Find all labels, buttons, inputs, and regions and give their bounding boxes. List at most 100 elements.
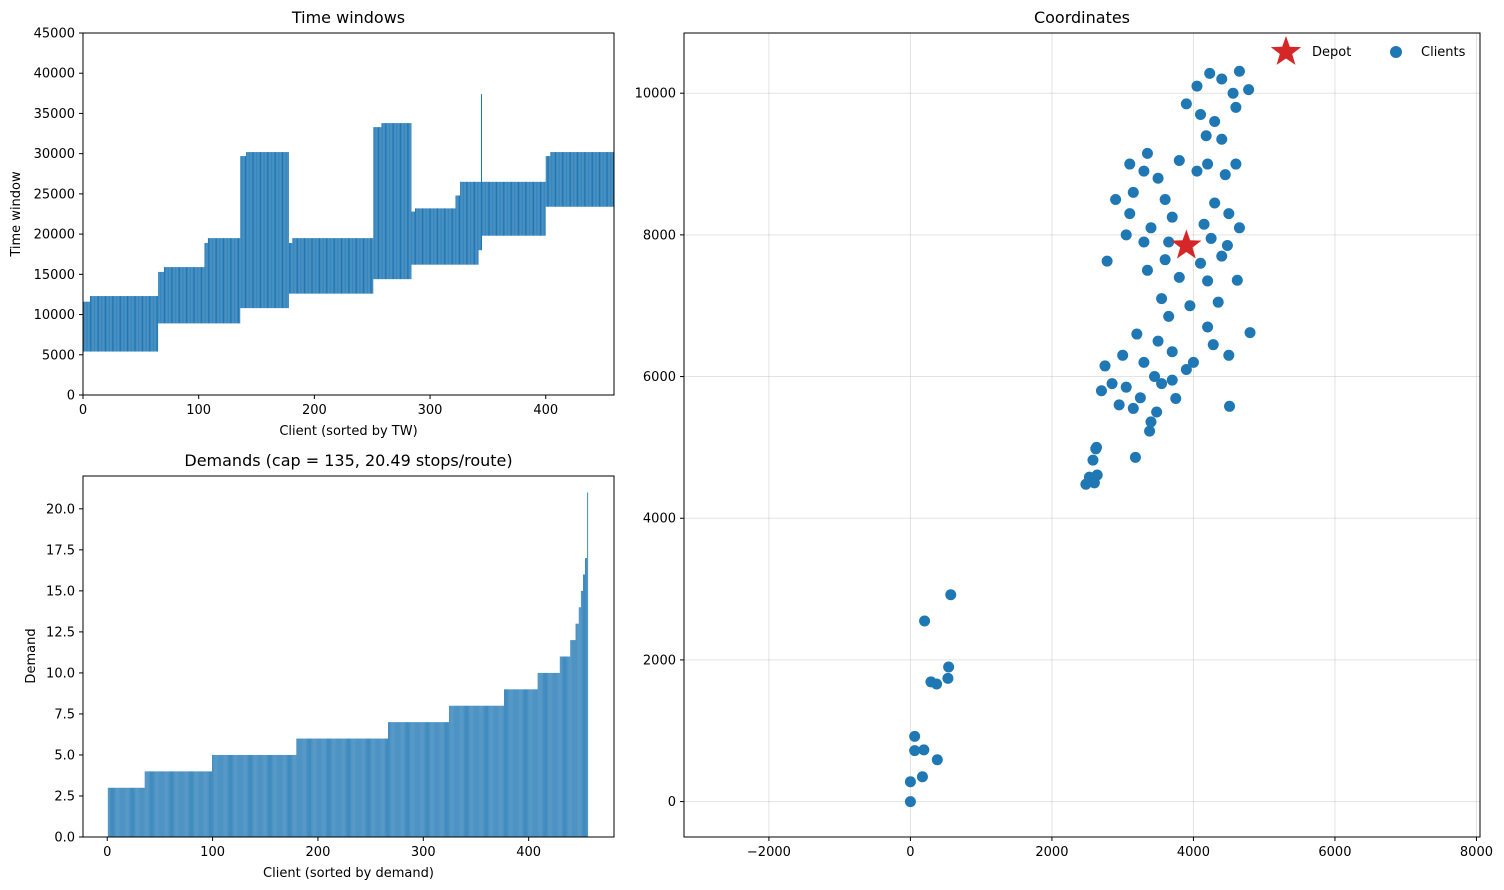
- demand-bar: [223, 754, 225, 837]
- demand-bar: [329, 738, 330, 837]
- demand-bar: [131, 787, 132, 837]
- demand-bar: [391, 722, 393, 837]
- demand-bar: [135, 787, 137, 837]
- time-window-bar: [196, 267, 198, 324]
- time-window-bar: [153, 296, 155, 352]
- time-window-bar: [367, 238, 369, 294]
- time-window-bar: [261, 152, 263, 309]
- demand-bar: [584, 574, 585, 837]
- demand-bar: [527, 689, 529, 837]
- x-tick-label: 4000: [1177, 845, 1210, 860]
- demand-bar: [368, 738, 369, 837]
- time-window-bar: [306, 238, 308, 294]
- demand-bar: [347, 738, 348, 837]
- time-window-bar: [498, 181, 500, 236]
- time-window-bar: [556, 152, 558, 207]
- time-window-bar: [389, 123, 391, 280]
- time-window-bar: [187, 267, 189, 324]
- demand-bar: [244, 754, 246, 837]
- time-window-bar: [590, 152, 592, 207]
- demand-bar: [194, 771, 196, 837]
- demand-bar: [441, 722, 443, 837]
- client-point: [1233, 222, 1245, 234]
- demand-bar: [339, 738, 341, 837]
- time-window-bar: [246, 152, 248, 309]
- time-window-bar: [302, 238, 304, 294]
- time-window-bar: [405, 123, 407, 280]
- demand-bar: [320, 738, 322, 837]
- demand-bar: [255, 754, 257, 837]
- time-window-bar: [447, 208, 449, 265]
- time-window-bar: [607, 152, 609, 207]
- time-window-bar: [133, 296, 135, 352]
- time-window-bar: [337, 238, 339, 294]
- time-window-bar: [251, 152, 253, 309]
- time-window-bar: [249, 152, 251, 309]
- demand-bar: [575, 623, 577, 837]
- client-point: [1184, 300, 1196, 312]
- time-window-bar: [579, 152, 581, 207]
- client-point: [1151, 406, 1163, 418]
- time-window-bar: [136, 296, 138, 352]
- time-window-bar: [238, 238, 240, 324]
- client-point: [1216, 250, 1228, 262]
- demand-bar: [303, 738, 305, 837]
- client-point: [1180, 98, 1192, 110]
- time-window-bar: [220, 238, 222, 324]
- time-window-bar: [472, 181, 474, 265]
- demand-bar: [316, 738, 318, 837]
- demand-bar: [143, 787, 145, 837]
- demand-bar: [254, 754, 256, 837]
- time-window-bar: [297, 238, 299, 294]
- demands-title: Demands (cap = 135, 20.49 stops/route): [184, 451, 512, 470]
- client-point: [1138, 356, 1150, 368]
- demand-bar: [157, 771, 159, 837]
- demand-bar: [308, 738, 309, 837]
- time-window-bar: [382, 123, 384, 280]
- demand-bar: [583, 574, 584, 837]
- client-point: [1120, 381, 1132, 393]
- demand-bar: [451, 705, 453, 837]
- x-tick-label: −2000: [747, 845, 791, 860]
- demand-bar: [452, 705, 454, 837]
- time-window-bar: [347, 238, 349, 294]
- demand-bar: [457, 705, 459, 837]
- time-window-bar: [151, 296, 153, 352]
- time-window-bar: [222, 238, 225, 324]
- demand-bar: [342, 738, 344, 837]
- time-window-bar: [234, 238, 236, 324]
- time-window-bar: [511, 181, 513, 236]
- x-tick-label: 100: [186, 403, 211, 418]
- x-tick-label: 400: [516, 845, 541, 860]
- time-windows-panel: Time windows 0 100 200 300 400 0 5000 10000 150…: [9, 8, 615, 439]
- time-window-bar: [137, 296, 139, 352]
- time-window-bar: [288, 242, 290, 294]
- time-window-bar: [438, 208, 440, 265]
- demand-bar: [490, 705, 492, 837]
- demand-bar: [489, 705, 491, 837]
- demand-bar: [281, 754, 283, 837]
- time-window-bar: [479, 181, 481, 251]
- demand-bar: [412, 722, 414, 837]
- demand-bar: [512, 689, 514, 837]
- demand-bar: [280, 754, 282, 837]
- demand-bar: [297, 738, 299, 837]
- time-window-bar: [86, 301, 88, 352]
- time-window-bar: [467, 181, 469, 265]
- time-window-bar: [565, 152, 567, 207]
- demand-bar: [206, 771, 208, 837]
- time-window-bar: [265, 152, 267, 309]
- demand-bar: [203, 771, 205, 837]
- demand-bar: [410, 722, 412, 837]
- demand-bar: [210, 771, 211, 837]
- demand-bar: [296, 738, 298, 837]
- demand-bar: [138, 787, 140, 837]
- client-point: [1223, 208, 1235, 220]
- demand-bar: [545, 672, 546, 837]
- time-window-bar: [322, 238, 324, 294]
- demand-bar: [202, 771, 204, 837]
- demand-bar: [286, 754, 288, 837]
- time-window-bar: [387, 123, 389, 280]
- demand-bar: [482, 705, 484, 837]
- time-window-bar: [95, 296, 97, 352]
